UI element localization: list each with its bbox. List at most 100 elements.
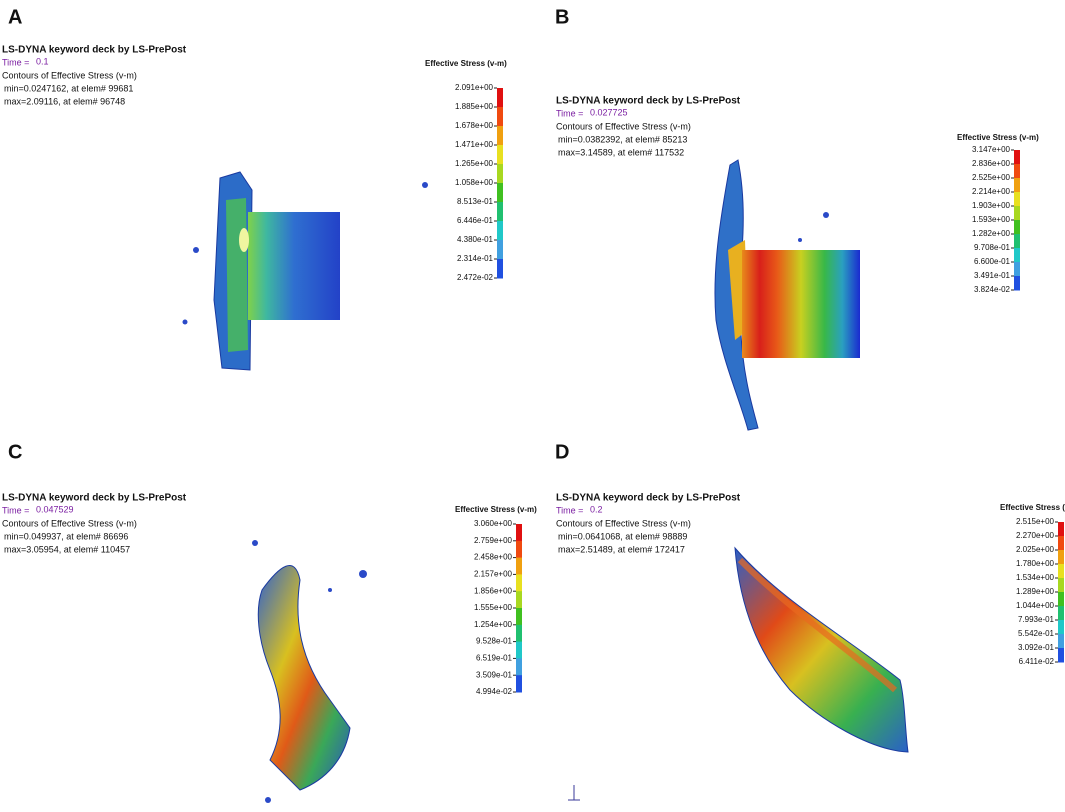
legend-label: 9.528e-01 <box>476 637 513 646</box>
legend-title: Effective Stress (v-m) <box>455 505 537 514</box>
contours: Contours of Effective Stress (v-m) <box>556 518 691 528</box>
legend-label: 8.513e-01 <box>457 197 494 206</box>
legend-label: 2.270e+00 <box>1016 531 1055 540</box>
legend-label: 3.509e-01 <box>476 670 513 679</box>
legend-title: Effective Stress (v-m) <box>425 59 507 68</box>
legend-label: 2.458e+00 <box>474 553 513 562</box>
legend-label: 6.446e-01 <box>457 216 494 225</box>
legend-label: 1.254e+00 <box>474 620 513 629</box>
model-a <box>182 171 428 371</box>
color-segment <box>497 145 503 165</box>
max-info: max=3.05954, at elem# 110457 <box>4 544 130 554</box>
legend-label: 3.060e+00 <box>474 519 513 528</box>
panel-letter: D <box>555 441 569 463</box>
legend-label: 1.678e+00 <box>455 121 494 130</box>
legend-label: 1.856e+00 <box>474 586 513 595</box>
color-segment <box>497 202 503 222</box>
color-segment <box>1058 606 1064 621</box>
legend-title: Effective Stress (v-m) <box>957 133 1039 142</box>
color-segment <box>516 540 522 559</box>
color-segment <box>1058 592 1064 607</box>
color-segment <box>1058 564 1064 579</box>
header: LS-DYNA keyword deck by LS-PrePost <box>2 45 187 56</box>
legend-label: 1.471e+00 <box>455 140 494 149</box>
color-segment <box>1014 150 1020 165</box>
color-segment <box>516 591 522 609</box>
time-value: 0.027725 <box>590 107 628 117</box>
color-segment <box>1014 220 1020 235</box>
legend-label: 1.282e+00 <box>972 229 1011 238</box>
color-segment <box>516 557 522 575</box>
time-label: Time = <box>556 108 583 118</box>
header: LS-DYNA keyword deck by LS-PrePost <box>2 493 187 504</box>
max-info: max=3.14589, at elem# 117532 <box>558 147 684 157</box>
contours: Contours of Effective Stress (v-m) <box>2 518 137 528</box>
min-info: min=0.0247162, at elem# 99681 <box>4 83 133 93</box>
min-info: min=0.0382392, at elem# 85213 <box>558 134 687 144</box>
model-c <box>252 540 367 803</box>
legend-label: 1.780e+00 <box>1016 559 1055 568</box>
legend-label: 2.091e+00 <box>455 83 494 92</box>
color-segment <box>516 675 522 693</box>
header: LS-DYNA keyword deck by LS-PrePost <box>556 96 741 107</box>
legend-label: 2.515e+00 <box>1016 517 1055 526</box>
color-segment <box>497 221 503 241</box>
legend-label: 5.542e-01 <box>1018 629 1055 638</box>
panel-letter: C <box>8 441 22 463</box>
legend-label: 4.380e-01 <box>457 235 494 244</box>
color-segment <box>1014 178 1020 193</box>
legend-label: 7.993e-01 <box>1018 615 1055 624</box>
color-segment <box>497 240 503 260</box>
legend-label: 2.525e+00 <box>972 173 1011 182</box>
legend-label: 2.214e+00 <box>972 187 1011 196</box>
color-segment <box>1014 262 1020 277</box>
legend-label: 1.534e+00 <box>1016 573 1055 582</box>
color-segment <box>1058 620 1064 635</box>
legend-label: 6.411e-02 <box>1019 657 1055 666</box>
color-segment <box>1014 276 1020 291</box>
legend-label: 2.157e+00 <box>474 570 513 579</box>
legend-label: 1.044e+00 <box>1016 601 1055 610</box>
contours: Contours of Effective Stress (v-m) <box>556 121 691 131</box>
legend-label: 3.491e-01 <box>974 271 1011 280</box>
color-segment <box>1014 192 1020 207</box>
color-segment <box>1014 248 1020 263</box>
color-segment <box>497 259 503 279</box>
legend-label: 6.519e-01 <box>476 654 513 663</box>
max-info: max=2.09116, at elem# 96748 <box>4 96 125 106</box>
color-segment <box>1014 234 1020 249</box>
time-value: 0.1 <box>36 56 49 66</box>
color-segment <box>497 183 503 203</box>
color-segment <box>516 641 522 659</box>
model-d <box>568 546 909 801</box>
color-segment <box>516 624 522 643</box>
min-info: min=0.049937, at elem# 86696 <box>4 531 128 541</box>
legend-label: 3.092e-01 <box>1018 643 1055 652</box>
time-value: 0.047529 <box>36 504 74 514</box>
legend-label: 1.593e+00 <box>972 215 1011 224</box>
color-segment <box>516 608 522 626</box>
legend-label: 2.025e+00 <box>1016 545 1055 554</box>
time-label: Time = <box>2 505 29 515</box>
legend-label: 1.289e+00 <box>1016 587 1055 596</box>
legend-label: 1.058e+00 <box>455 178 494 187</box>
color-segment <box>497 88 503 108</box>
color-segment <box>1058 648 1064 663</box>
legend-label: 1.903e+00 <box>972 201 1011 210</box>
panel-letter: A <box>8 6 22 28</box>
header: LS-DYNA keyword deck by LS-PrePost <box>556 493 741 504</box>
contours: Contours of Effective Stress (v-m) <box>2 70 137 80</box>
color-segment <box>516 658 522 676</box>
min-info: min=0.0641068, at elem# 98889 <box>558 531 687 541</box>
legend-label: 6.600e-01 <box>974 257 1011 266</box>
legend-label: 2.314e-01 <box>457 254 494 263</box>
color-segment <box>1058 578 1064 593</box>
time-label: Time = <box>2 57 29 67</box>
time-value: 0.2 <box>590 504 603 514</box>
color-segment <box>497 107 503 127</box>
time-label: Time = <box>556 505 583 515</box>
color-segment <box>1014 164 1020 179</box>
legend-label: 2.836e+00 <box>972 159 1011 168</box>
color-segment <box>1058 634 1064 649</box>
